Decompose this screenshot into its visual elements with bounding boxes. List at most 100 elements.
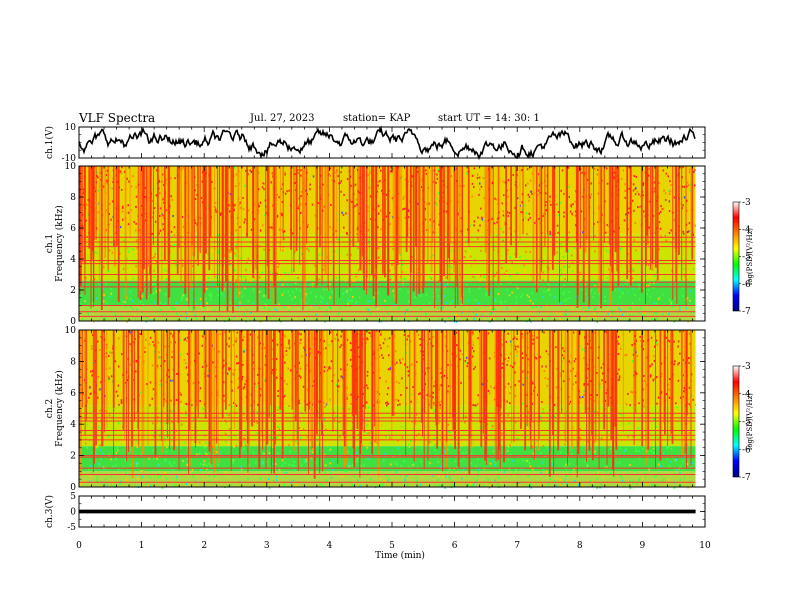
spectrogram-cell: [503, 181, 505, 184]
spectrogram-cell: [186, 339, 188, 342]
spectrogram-cell: [597, 221, 599, 224]
spectrogram-cell: [541, 365, 543, 368]
spectrogram-cell: [667, 339, 669, 342]
spectrogram-cell: [682, 359, 684, 362]
spectrogram-cell: [437, 168, 439, 171]
spectrogram-cell: [473, 367, 475, 370]
spectrogram-cell: [245, 169, 247, 172]
spectrogram-cell: [474, 464, 477, 467]
spectrogram-cell: [326, 309, 328, 312]
spectrogram-cell: [232, 344, 235, 347]
spectrogram-cell: [130, 185, 133, 188]
spectrogram-cell: [692, 233, 694, 236]
spectrogram-cell: [564, 277, 566, 280]
spectrogram-cell: [240, 450, 243, 453]
spectrogram-cell: [585, 310, 587, 313]
spectrogram-cell: [420, 460, 422, 463]
spectrogram-cell: [293, 342, 296, 345]
spectrogram-cell: [673, 242, 676, 245]
spectrogram-cell: [104, 478, 107, 481]
spectrogram-cell: [385, 215, 388, 218]
spectrogram-cell: [329, 296, 331, 299]
spectrogram-cell: [228, 250, 231, 253]
spectrogram-cell: [676, 406, 678, 409]
spectrogram-cell: [139, 300, 142, 303]
spectrogram-cell: [480, 207, 482, 210]
spectrogram-cell: [616, 379, 619, 382]
spectrogram-cell: [379, 344, 381, 347]
spectrogram-cell: [489, 312, 492, 315]
spectrogram-cell: [399, 288, 401, 291]
spectrogram-cell: [631, 280, 634, 283]
spectrogram-cell: [516, 354, 518, 357]
spectrogram-cell: [344, 290, 347, 293]
spectrogram-cell: [563, 284, 565, 287]
spectrogram-cell: [111, 251, 114, 254]
spectrogram-cell: [340, 190, 342, 193]
spectrogram-cell: [491, 248, 493, 251]
spectrogram-cell: [450, 266, 453, 269]
spectrogram-cell: [238, 203, 241, 206]
spectrogram-cell: [376, 441, 379, 444]
spectrogram-cell: [382, 481, 385, 484]
spectrogram-cell: [503, 272, 506, 275]
spectrogram-cell: [540, 286, 542, 289]
spectrogram-cell: [192, 422, 195, 425]
spectrogram-cell: [326, 288, 329, 291]
spectrogram-cell: [346, 233, 348, 236]
spectrogram-cell: [477, 471, 479, 474]
spectrogram-cell: [402, 485, 405, 488]
spectrogram-cell: [233, 204, 236, 207]
spectrogram-cell: [161, 173, 164, 176]
spectrogram-cell: [499, 484, 501, 487]
spectrogram-cell: [261, 224, 264, 227]
spectrogram-cell: [339, 435, 341, 438]
spectrogram-cell: [507, 382, 510, 385]
spectrogram-cell: [604, 408, 606, 411]
spectrogram-cell: [144, 338, 147, 341]
spectrogram-cell: [521, 336, 524, 339]
spectrogram-cell: [153, 275, 155, 278]
spectrogram-cell: [422, 377, 425, 380]
spectrogram-cell: [158, 435, 161, 438]
spectrogram-cell: [247, 209, 250, 212]
spectrogram-cell: [229, 193, 232, 196]
spectrogram-cell: [560, 374, 562, 377]
spectrogram-cell: [120, 298, 123, 301]
spectrogram-cell: [631, 268, 634, 271]
spectrogram-cell: [526, 459, 529, 462]
spectrogram-cell: [329, 472, 332, 475]
spectrogram-cell: [569, 471, 571, 474]
spectrogram-cell: [318, 254, 321, 257]
spectrogram-cell: [348, 300, 351, 303]
spectrogram-cell: [638, 283, 641, 286]
spectrogram-cell: [274, 468, 277, 471]
spectrogram-cell: [206, 468, 208, 471]
spectrogram-cell: [135, 360, 138, 363]
spectrogram-cell: [482, 177, 485, 180]
spectrogram-cell: [390, 170, 392, 173]
spectrogram-cell: [433, 409, 435, 412]
spectrogram-cell: [519, 256, 521, 259]
spectrogram-cell: [207, 186, 209, 189]
spectrogram-cell: [507, 423, 509, 426]
spectrogram-cell: [516, 438, 518, 441]
spectrogram-cell: [152, 283, 154, 286]
spectrogram-cell: [287, 272, 289, 275]
spectrogram-cell: [347, 302, 349, 305]
spectrogram-cell: [346, 432, 349, 435]
spectrogram-cell: [254, 461, 257, 464]
spectrogram-cell: [432, 391, 435, 394]
spectrogram-cell: [557, 235, 559, 238]
spectrogram-cell: [516, 197, 519, 200]
spectrogram-cell: [433, 438, 436, 441]
spectrogram-cell: [678, 362, 680, 365]
spectrogram-cell: [196, 262, 199, 265]
spectrogram-cell: [638, 417, 640, 420]
spectrogram-cell: [198, 453, 201, 456]
spectrogram-cell: [526, 233, 528, 236]
spectrogram-cell: [563, 350, 566, 353]
spectrogram-cell: [494, 461, 497, 464]
spectrogram-cell: [355, 277, 357, 280]
spectrogram-cell: [235, 340, 237, 343]
